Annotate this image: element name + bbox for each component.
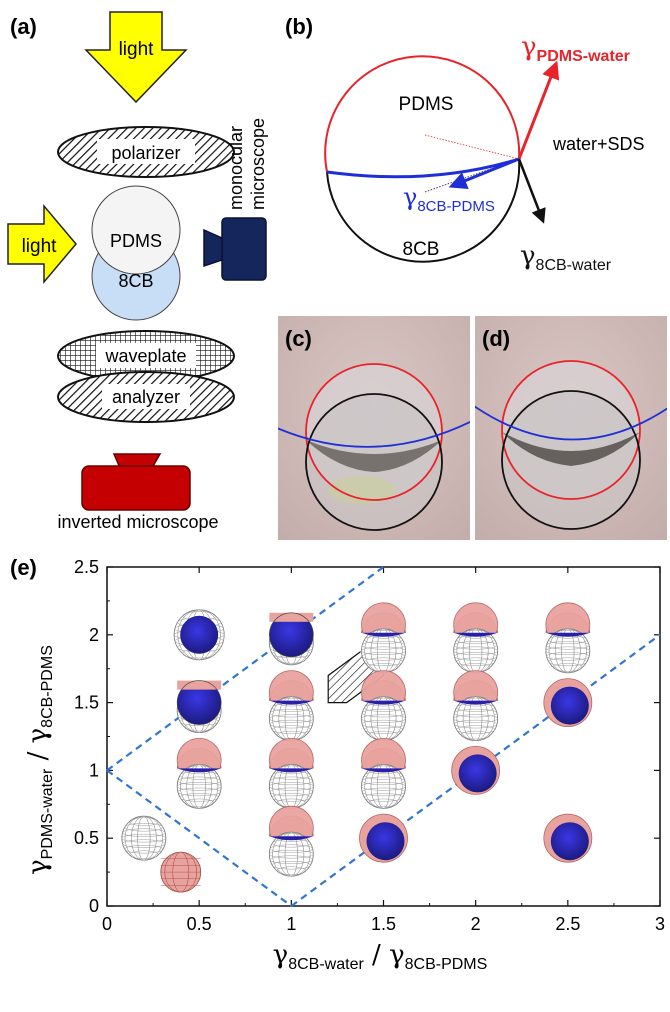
x-tick-label: 1 (286, 914, 296, 934)
droplet-point-separate-pdms (160, 851, 202, 893)
y-tick-label: 1 (89, 760, 99, 780)
panel-e-label: (e) (10, 555, 37, 580)
panel-b: (b) PDMS 8CB water+SDS γPDMS-water γ8CB-… (285, 14, 645, 274)
monocular-microscope: monocular microscope (203, 118, 268, 281)
droplet-point-janus (360, 738, 407, 809)
inverted-microscope-label: inverted microscope (57, 512, 218, 532)
panel-e: (e) 0 0.5 1 1.5 2 2.5 3 0 0.5 1 1.5 2 2.5 γ8CB-water… (10, 555, 665, 973)
y-tick-label: 2 (89, 625, 99, 645)
gamma-8cb-water-arrow (517, 158, 546, 224)
janus-droplet-sketch: PDMS 8CB (91, 185, 181, 321)
droplet-point-janus (268, 805, 315, 877)
droplet-point-engulf-pdms (359, 813, 408, 863)
droplet-point-engulf-pdms (543, 678, 593, 727)
phase-boundary-line (106, 566, 385, 772)
analyzer: analyzer (57, 371, 235, 423)
gamma-pdms-water-label: γPDMS-water (521, 32, 630, 65)
polarizer-label: polarizer (111, 143, 180, 163)
x-tick-label: 1.5 (371, 914, 396, 934)
waveplate-label: waveplate (104, 346, 186, 366)
y-tick-label: 1.5 (74, 693, 99, 713)
droplet-point-janus (452, 670, 499, 741)
droplet-point-engulf-pdms (543, 813, 593, 863)
light-top-label: light (119, 39, 155, 60)
b-pdms-label: PDMS (399, 94, 454, 115)
pdms-radius-line (424, 134, 520, 160)
x-tick-label: 3 (655, 914, 665, 934)
droplet-point-engulf-pdms (451, 746, 501, 795)
pdms-water-interface (324, 55, 521, 173)
lc-pdms-interface (326, 157, 520, 179)
monocular-label-1: monocular (226, 126, 246, 210)
sketch-8cb-label: 8CB (118, 271, 153, 291)
light-side-arrow: light (7, 203, 77, 285)
panel-a-label: (a) (10, 14, 37, 39)
droplet-point-janus (268, 738, 315, 809)
droplet-point-lc-dominant (268, 612, 314, 666)
light-side-label: light (22, 236, 58, 257)
droplet-point-janus (176, 738, 223, 809)
x-tick-label: 0.5 (187, 914, 212, 934)
panel-c-label: (c) (285, 326, 312, 351)
lc-water-interface (326, 158, 521, 263)
monocular-label-2: microscope (248, 118, 268, 210)
y-tick-label: 2.5 (74, 557, 99, 577)
x-tick-label: 0 (102, 914, 112, 934)
y-tick-label: 0 (89, 896, 99, 916)
x-tick-label: 2 (471, 914, 481, 934)
gamma-8cb-pdms-label: γ8CB-PDMS (403, 183, 495, 215)
panel-b-label: (b) (285, 14, 313, 39)
droplet-point-janus (360, 670, 407, 741)
b-8cb-label: 8CB (403, 239, 440, 260)
y-axis-label: γPDMS-water / γ8CB-PDMS (23, 645, 56, 875)
droplet-point-separate-lc (121, 815, 167, 861)
droplet-point-janus (452, 602, 499, 674)
sketch-pdms-label: PDMS (110, 231, 162, 251)
droplet-point-janus (360, 602, 407, 674)
phase-boundary-line (106, 769, 292, 907)
x-axis-label: γ8CB-water / γ8CB-PDMS (273, 940, 488, 973)
droplet-point-janus (544, 602, 591, 674)
panel-d-micrograph: (d) (475, 316, 667, 540)
b-medium-label: water+SDS (552, 134, 645, 154)
panel-a: (a) light polarizer light PDMS 8CB (7, 11, 268, 532)
droplet-point-engulf-lc (173, 609, 225, 661)
phase-diagram-chart: 0 0.5 1 1.5 2 2.5 3 0 0.5 1 1.5 2 2.5 (74, 557, 665, 934)
analyzer-label: analyzer (112, 387, 180, 407)
panel-c-micrograph: (c) (278, 316, 470, 540)
panel-d-label: (d) (482, 326, 510, 351)
polarizer: polarizer (57, 126, 235, 178)
droplet-point-janus (268, 670, 315, 741)
inverted-microscope: inverted microscope (57, 453, 219, 532)
y-tick-label: 0.5 (74, 828, 99, 848)
gamma-pdms-water-arrow (517, 60, 560, 160)
x-tick-label: 2.5 (555, 914, 580, 934)
waveplate: waveplate (57, 330, 235, 382)
gamma-8cb-pdms-arrow (448, 157, 520, 189)
light-top-arrow: light (84, 11, 188, 104)
gamma-8cb-water-label: γ8CB-water (520, 241, 612, 274)
droplet-point-lc-dominant (176, 680, 222, 733)
